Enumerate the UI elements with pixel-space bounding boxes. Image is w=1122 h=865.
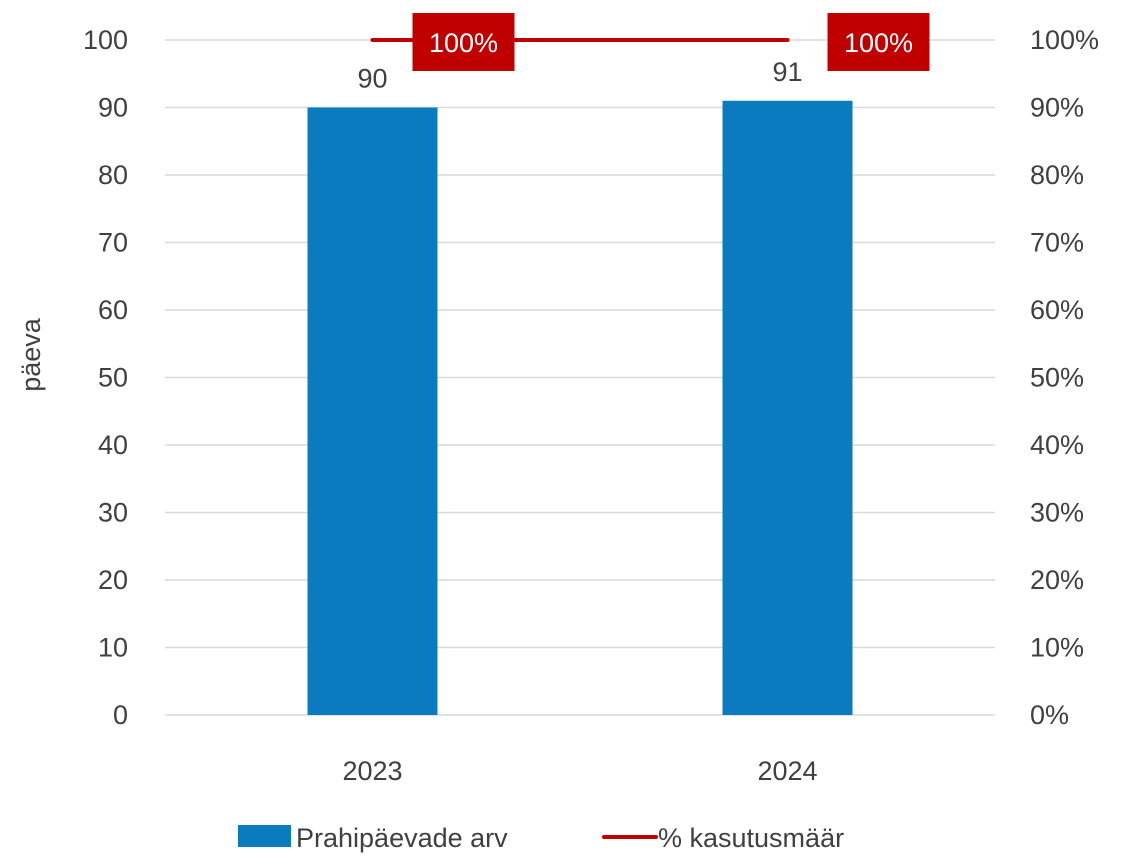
y-tick-label-right: 80%: [1030, 160, 1084, 190]
y-tick-label-left: 10: [98, 633, 128, 663]
x-tick-label: 2023: [342, 756, 402, 786]
y-tick-label-right: 60%: [1030, 295, 1084, 325]
bar-series: 90 91: [307, 57, 853, 715]
y-tick-label-right: 30%: [1030, 498, 1084, 528]
y-tick-label-right: 20%: [1030, 565, 1084, 595]
line-data-label: 100%: [844, 28, 913, 58]
y-tick-label-left: 20: [98, 565, 128, 595]
line-data-label: 100%: [429, 28, 498, 58]
y-tick-label-right: 0%: [1030, 700, 1069, 730]
legend: Prahipäevade arv % kasutusmäär: [238, 823, 844, 853]
line-series: 100% 100%: [370, 13, 930, 71]
bar-data-label: 90: [357, 64, 387, 94]
gridlines: [165, 39, 995, 716]
y-tick-label-left: 70: [98, 228, 128, 258]
line-data-label-box: [412, 13, 515, 71]
line-data-label-box: [827, 13, 930, 71]
y-axis-left: 0 10 20 30 40 50 60 70 80 90 100: [83, 25, 128, 730]
bar: [307, 107, 438, 715]
y-tick-label-left: 30: [98, 498, 128, 528]
legend-swatch-bars: [238, 825, 291, 847]
y-axis-right: 0% 10% 20% 30% 40% 50% 60% 70% 80% 90% 100%: [1030, 25, 1099, 730]
y-tick-label-left: 90: [98, 93, 128, 123]
legend-label-bars: Prahipäevade arv: [296, 823, 508, 853]
y-tick-label-right: 70%: [1030, 228, 1084, 258]
y-tick-label-right: 90%: [1030, 93, 1084, 123]
y-tick-label-left: 100: [83, 25, 128, 55]
legend-label-line: % kasutusmäär: [658, 823, 844, 853]
y-tick-label-left: 0: [113, 700, 128, 730]
y-axis-title: päeva: [16, 317, 46, 392]
x-tick-label: 2024: [757, 756, 817, 786]
y-tick-label-right: 10%: [1030, 633, 1084, 663]
y-tick-label-right: 40%: [1030, 430, 1084, 460]
y-tick-label-left: 80: [98, 160, 128, 190]
bar: [722, 100, 853, 715]
y-tick-label-left: 50: [98, 363, 128, 393]
y-tick-label-left: 60: [98, 295, 128, 325]
y-tick-label-right: 100%: [1030, 25, 1099, 55]
y-tick-label-left: 40: [98, 430, 128, 460]
y-tick-label-right: 50%: [1030, 363, 1084, 393]
bar-data-label: 91: [772, 57, 802, 87]
x-axis: 2023 2024: [342, 756, 817, 786]
